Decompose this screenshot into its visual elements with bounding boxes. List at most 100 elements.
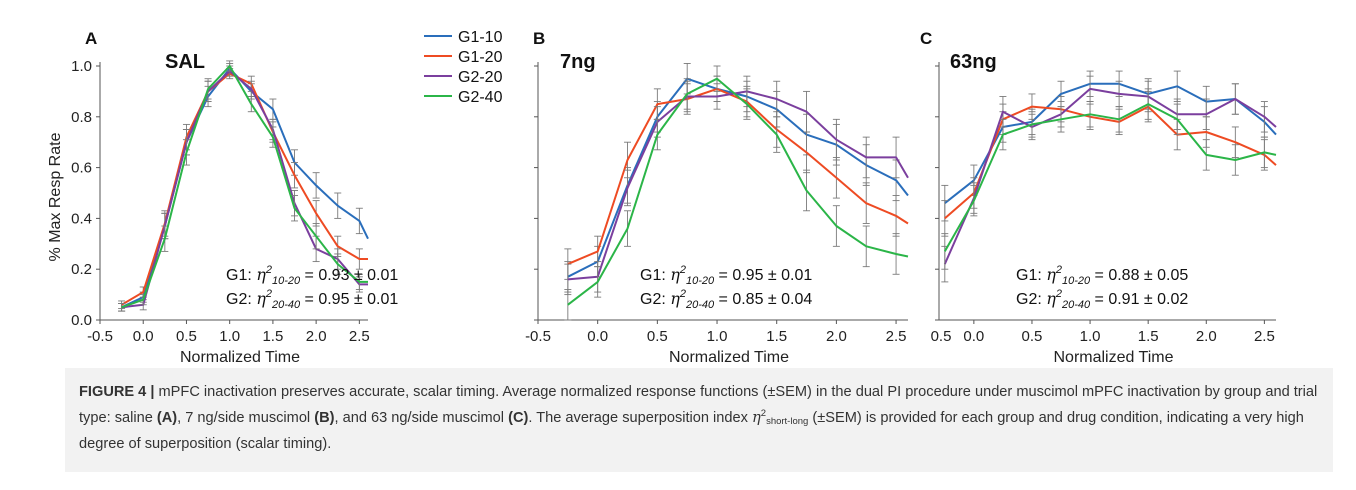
panel-a-ann-exp: 2	[265, 288, 272, 300]
panel-c-series-g2-40	[941, 88, 1277, 270]
panel-a-ann-symbol: η	[256, 265, 266, 284]
panel-c-x-tick-label: 2.0	[1196, 328, 1217, 345]
panel-c-line-g1-10	[944, 82, 1277, 204]
panel-b-ann-sub: 10-20	[686, 275, 715, 287]
caption-label-b: (B)	[314, 410, 335, 426]
panel-b-x-tick-label: 1.5	[766, 328, 787, 345]
panel-a-superposition-g2: G2: η220-40 = 0.95 ± 0.01	[226, 288, 398, 311]
panel-b-x-tick-label: 0.5	[647, 328, 668, 345]
panel-a-x-tick-label: 2.5	[349, 328, 370, 345]
panel-a-ann-group: G2:	[226, 291, 256, 308]
caption-eta-symbol: η	[752, 409, 761, 426]
panel-b-series-g2-40	[564, 65, 909, 321]
panel-a-title: SAL	[165, 51, 205, 73]
caption-title-text: mPFC inactivation preserves accurate, sc…	[79, 384, 1318, 426]
panel-c-x-tick-label: 0.5	[931, 328, 952, 345]
legend-label-g2-20: G2-20	[458, 69, 503, 86]
panel-a-y-tick-label: 1.0	[71, 58, 92, 75]
panel-b-line-g1-20	[567, 87, 909, 266]
panel-c-series-g1-20	[941, 90, 1277, 237]
panel-a-y-tick-label: 0.2	[71, 261, 92, 278]
panel-c-ann-group: G2:	[1016, 291, 1046, 308]
panel-a-ann-sub: 20-40	[271, 299, 301, 311]
panel-a-line-g2-40	[121, 65, 368, 309]
panel-b-title: 7ng	[560, 51, 596, 73]
panel-c-title: 63ng	[950, 51, 997, 73]
panel-c-ann-exp: 2	[1055, 264, 1062, 276]
caption-figure-label: FIGURE 4 |	[79, 384, 155, 400]
caption-eta-exponent: 2	[760, 408, 767, 419]
panel-b-x-tick-label: 2.0	[826, 328, 847, 345]
panel-c-ann-value: = 0.88 ± 0.05	[1090, 267, 1188, 284]
caption-label-a: (A)	[156, 410, 178, 426]
panel-a-y-tick-label: 0.6	[71, 160, 92, 177]
panel-b-ann-value: = 0.85 ± 0.04	[714, 291, 812, 308]
panel-b-ann-value: = 0.95 ± 0.01	[714, 267, 812, 284]
legend-label-g1-10: G1-10	[458, 29, 503, 46]
panel-a-series-g2-40	[118, 60, 368, 312]
figure-caption: FIGURE 4 | mPFC inactivation preserves a…	[65, 368, 1333, 472]
legend-label-g1-20: G1-20	[458, 49, 503, 66]
panel-c-x-tick-label: 1.0	[1080, 328, 1101, 345]
panel-c-line-g2-40	[943, 103, 1277, 252]
caption-text-d: . The average superposition index	[528, 410, 753, 426]
panel-c-x-tick-label: 0.0	[963, 328, 984, 345]
panel-b-line-g1-10	[567, 77, 909, 278]
panel-b-ann-exp: 2	[679, 264, 686, 276]
panel-c-letter: C	[920, 29, 932, 48]
panel-b-x-tick-label: 0.0	[587, 328, 608, 345]
panel-a-superposition-g1: G1: η210-20 = 0.93 ± 0.01	[226, 264, 398, 287]
panel-c-x-tick-label: 0.5	[1022, 328, 1043, 345]
panel-a-x-tick-label: 0.5	[176, 328, 197, 345]
panel-b-ann-symbol: η	[670, 265, 680, 284]
panel-a-ann-value: = 0.93 ± 0.01	[300, 267, 398, 284]
panel-a-x-axis-label: Normalized Time	[180, 349, 300, 366]
panel-b-ann-group: G2:	[640, 291, 670, 308]
panel-c-ann-sub: 20-40	[1061, 299, 1091, 311]
panel-b-series-g2-20	[564, 75, 909, 296]
panel-b-superposition-g1: G1: η210-20 = 0.95 ± 0.01	[640, 264, 812, 287]
caption-text: FIGURE 4 | mPFC inactivation preserves a…	[79, 381, 1319, 455]
panel-c-line-g1-20	[944, 105, 1277, 220]
panel-b-line-g2-40	[567, 77, 909, 306]
caption-text-c: , and 63 ng/side muscimol	[334, 410, 509, 426]
panel-c-superposition-g2: G2: η220-40 = 0.91 ± 0.02	[1016, 288, 1188, 311]
panel-c-ann-value: = 0.91 ± 0.02	[1090, 291, 1188, 308]
panel-c-x-tick-label: 2.5	[1254, 328, 1275, 345]
panel-a-x-tick-label: 0.0	[133, 328, 154, 345]
panel-a-y-tick-label: 0.8	[71, 109, 92, 126]
panel-a-x-tick-label: -0.5	[87, 328, 113, 345]
panel-c-ann-exp: 2	[1055, 288, 1062, 300]
panel-a-y-tick-label: 0.0	[71, 312, 92, 329]
panel-b-x-tick-label: -0.5	[525, 328, 551, 345]
panel-c-x-axis-label: Normalized Time	[1053, 349, 1173, 366]
panel-c-ann-sub: 10-20	[1062, 275, 1091, 287]
caption-text-e: (±SEM) is provided for each group and dr…	[79, 410, 1304, 452]
panel-c-ann-group: G1:	[1016, 267, 1046, 284]
panel-b-letter: B	[533, 29, 545, 48]
panel-c-ann-symbol: η	[1046, 265, 1056, 284]
panel-c-line-g2-20	[943, 87, 1277, 265]
caption-eta-subscript: short-long	[766, 416, 809, 427]
panel-a-x-tick-label: 1.0	[219, 328, 240, 345]
panel-a-ann-value: = 0.95 ± 0.01	[300, 291, 398, 308]
panel-c-series-g2-20	[941, 75, 1277, 283]
panel-c-x-tick-label: 1.5	[1138, 328, 1159, 345]
legend-label-g2-40: G2-40	[458, 89, 503, 106]
panel-c-ann-symbol: η	[1046, 289, 1056, 308]
panel-a-ann-sub: 10-20	[272, 275, 301, 287]
panel-a-x-tick-label: 2.0	[306, 328, 327, 345]
panel-b-ann-group: G1:	[640, 267, 670, 284]
panel-b-ann-sub: 20-40	[685, 299, 715, 311]
panel-b-group: B 7ng -0.5 0.0 0.5 1.0 1.5 2.0 2.5 Normalized Tim…	[525, 29, 909, 366]
panel-b-ann-symbol: η	[670, 289, 680, 308]
caption-text-b: , 7 ng/side muscimol	[177, 410, 315, 426]
panel-b-x-tick-label: 1.0	[707, 328, 728, 345]
panel-a-ann-group: G1:	[226, 267, 256, 284]
panel-a-y-tick-label: 0.4	[71, 210, 92, 227]
panel-c-group: C 63ng 0.5 0.0 0.5 1.0 1.5 2.0 2.5 Normalized Tim…	[920, 29, 1277, 366]
panel-b-x-axis-label: Normalized Time	[669, 349, 789, 366]
panel-a-x-tick-label: 1.5	[262, 328, 283, 345]
